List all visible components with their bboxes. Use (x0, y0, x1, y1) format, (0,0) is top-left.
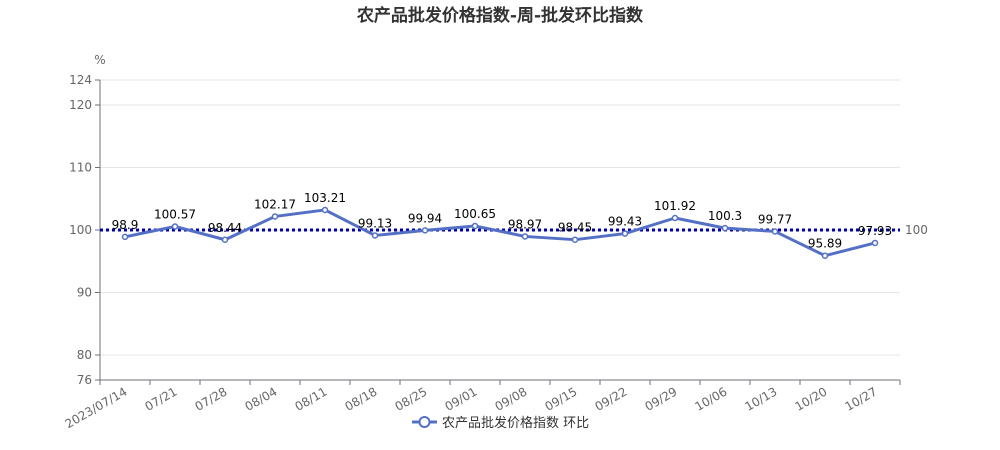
x-tick-label: 09/29 (643, 384, 680, 413)
x-tick-label: 08/04 (243, 384, 280, 413)
data-point (721, 224, 729, 232)
data-label: 95.89 (808, 237, 842, 251)
data-point (771, 228, 779, 235)
x-tick-label: 09/08 (493, 384, 530, 413)
x-tick-label: 09/01 (443, 384, 480, 413)
x-tick-label: 10/20 (793, 384, 830, 413)
x-tick-label: 10/06 (693, 384, 730, 413)
y-tick-label: 110 (69, 161, 92, 175)
x-tick-label: 09/22 (593, 384, 630, 413)
data-point (171, 223, 179, 230)
data-point (271, 213, 279, 220)
data-label: 98.44 (208, 221, 242, 235)
data-label: 98.97 (508, 217, 542, 231)
x-tick-label: 2023/07/14 (63, 384, 130, 431)
data-label: 99.77 (758, 212, 792, 226)
data-label: 100.65 (454, 207, 496, 221)
y-tick-label: 80 (77, 348, 92, 362)
data-label: 101.92 (654, 199, 696, 213)
data-point (121, 233, 129, 241)
data-point (471, 222, 479, 230)
x-tick-label: 08/11 (293, 384, 330, 413)
y-tick-label: 124 (69, 73, 92, 87)
data-point (421, 227, 429, 234)
data-point (871, 239, 879, 247)
reference-line-label: 100 (905, 223, 928, 237)
data-point (821, 252, 829, 259)
x-tick-label: 09/15 (543, 384, 580, 413)
data-point (321, 206, 329, 214)
data-point (371, 232, 379, 239)
data-label: 97.93 (858, 224, 892, 238)
data-point (571, 236, 579, 243)
chart-title: 农产品批发价格指数-周-批发环比指数 (356, 5, 644, 26)
data-label: 99.13 (358, 216, 392, 230)
data-label: 102.17 (254, 197, 296, 211)
x-tick-label: 08/18 (343, 384, 380, 413)
data-label: 100.57 (154, 207, 196, 221)
data-labels: 98.9 100.57 98.44 102.17 103.21 99.13 99.94 100… (112, 191, 893, 251)
y-tick-label: 76 (77, 373, 92, 387)
data-point (221, 236, 229, 243)
data-label: 99.94 (408, 211, 442, 225)
series-group (121, 206, 879, 259)
data-label: 98.45 (558, 221, 592, 235)
data-point (671, 214, 679, 222)
x-tick-label: 08/25 (393, 384, 430, 413)
x-tick-label: 10/27 (843, 384, 880, 413)
y-axis-unit: % (94, 53, 105, 67)
y-tick-label: 100 (69, 223, 92, 237)
x-tick-label: 10/13 (743, 384, 780, 413)
data-point (621, 230, 629, 237)
y-tick-label: 90 (77, 286, 92, 300)
data-label: 98.9 (112, 218, 139, 232)
data-label: 100.3 (708, 209, 742, 223)
x-tick-label: 07/21 (143, 384, 180, 413)
x-tick-label: 07/28 (193, 384, 230, 413)
legend-marker-icon (418, 416, 431, 428)
data-point (521, 233, 529, 240)
data-label: 99.43 (608, 215, 642, 229)
y-axis-ticks: 76 80 90 100 110 120 124 (69, 73, 100, 387)
legend-label: 农产品批发价格指数 环比 (442, 415, 589, 431)
series-line (124, 208, 876, 258)
legend[interactable]: 农产品批发价格指数 环比 (412, 415, 589, 431)
y-tick-label: 120 (69, 98, 92, 112)
data-label: 103.21 (304, 191, 346, 205)
